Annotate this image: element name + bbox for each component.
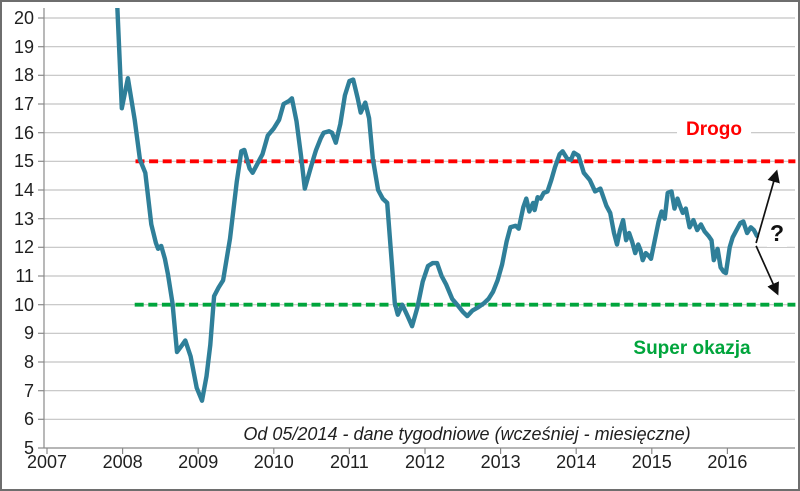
x-axis-tick-label: 2011 xyxy=(330,452,369,472)
x-axis-tick-label: 2009 xyxy=(178,452,219,472)
y-axis-tick-label: 9 xyxy=(23,323,34,344)
super-okazja-reference-label: Super okazja xyxy=(624,337,760,361)
x-axis-tick-label: 2015 xyxy=(631,452,672,472)
y-axis-tick-label: 10 xyxy=(13,294,34,315)
x-axis-tick-label: 2007 xyxy=(26,452,68,472)
y-axis-tick-label: 5 xyxy=(23,438,34,458)
y-axis-tick-label: 14 xyxy=(13,179,34,200)
y-axis-tick-label: 6 xyxy=(23,409,34,430)
x-axis-tick-label: 2014 xyxy=(556,452,597,472)
y-axis-tick-label: 19 xyxy=(13,36,34,57)
question-mark-annotation: ? xyxy=(766,220,788,247)
y-axis-tick-label: 20 xyxy=(13,7,34,28)
x-axis-tick-label: 2013 xyxy=(480,452,521,472)
y-axis-tick-label: 17 xyxy=(13,93,34,114)
y-axis-tick-label: 11 xyxy=(15,265,34,286)
y-axis-tick-label: 15 xyxy=(13,151,34,172)
y-axis-tick-label: 18 xyxy=(13,65,34,86)
y-axis-tick-label: 13 xyxy=(13,208,34,229)
data-frequency-note: Od 05/2014 - dane tygodniowe (wcześniej … xyxy=(237,424,697,445)
x-axis-tick-label: 2008 xyxy=(102,452,143,472)
y-axis-tick-label: 7 xyxy=(23,380,34,401)
x-axis-tick-label: 2012 xyxy=(404,452,446,472)
y-axis-tick-label: 8 xyxy=(23,351,34,372)
y-axis-tick-label: 16 xyxy=(13,122,34,143)
drogo-reference-label: Drogo xyxy=(677,118,751,142)
y-axis-tick-label: 12 xyxy=(13,237,34,258)
x-axis-tick-label: 2016 xyxy=(707,452,748,472)
x-axis-tick-label: 2010 xyxy=(253,452,294,472)
